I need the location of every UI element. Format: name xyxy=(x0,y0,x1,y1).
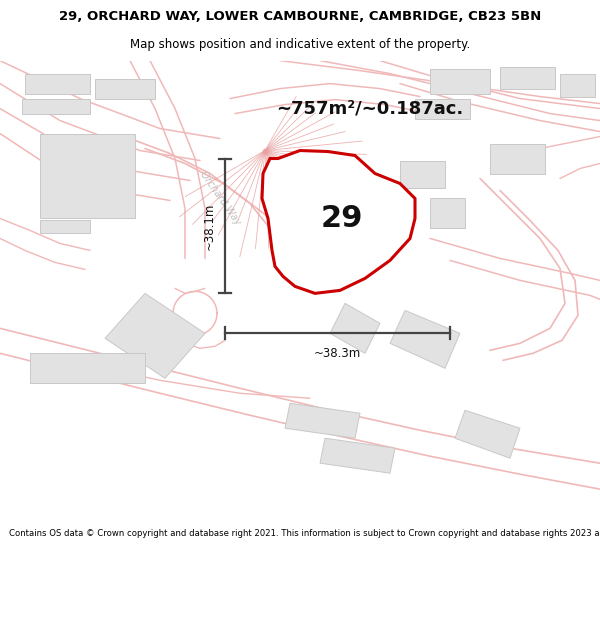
Polygon shape xyxy=(500,67,555,89)
Polygon shape xyxy=(390,311,460,368)
Polygon shape xyxy=(95,79,155,99)
Text: ~38.3m: ~38.3m xyxy=(314,347,361,360)
Polygon shape xyxy=(25,74,90,94)
Text: Map shows position and indicative extent of the property.: Map shows position and indicative extent… xyxy=(130,38,470,51)
Text: 29, ORCHARD WAY, LOWER CAMBOURNE, CAMBRIDGE, CB23 5BN: 29, ORCHARD WAY, LOWER CAMBOURNE, CAMBRI… xyxy=(59,9,541,22)
Polygon shape xyxy=(320,438,395,473)
Polygon shape xyxy=(22,99,90,114)
Polygon shape xyxy=(560,74,595,97)
Text: Contains OS data © Crown copyright and database right 2021. This information is : Contains OS data © Crown copyright and d… xyxy=(9,529,600,538)
Polygon shape xyxy=(285,224,345,278)
Polygon shape xyxy=(430,69,490,94)
Text: ~38.1m: ~38.1m xyxy=(203,202,215,249)
Text: 29: 29 xyxy=(321,204,364,232)
Text: Orchard Way: Orchard Way xyxy=(198,169,242,228)
Polygon shape xyxy=(430,199,465,229)
Polygon shape xyxy=(400,161,445,189)
Polygon shape xyxy=(285,403,360,438)
Polygon shape xyxy=(415,99,470,119)
Polygon shape xyxy=(490,144,545,174)
Polygon shape xyxy=(40,221,90,234)
Polygon shape xyxy=(262,151,415,293)
Polygon shape xyxy=(455,410,520,458)
Polygon shape xyxy=(330,303,380,353)
Polygon shape xyxy=(30,353,145,383)
Polygon shape xyxy=(105,293,205,378)
Polygon shape xyxy=(40,134,135,219)
Text: ~757m²/~0.187ac.: ~757m²/~0.187ac. xyxy=(277,99,464,118)
